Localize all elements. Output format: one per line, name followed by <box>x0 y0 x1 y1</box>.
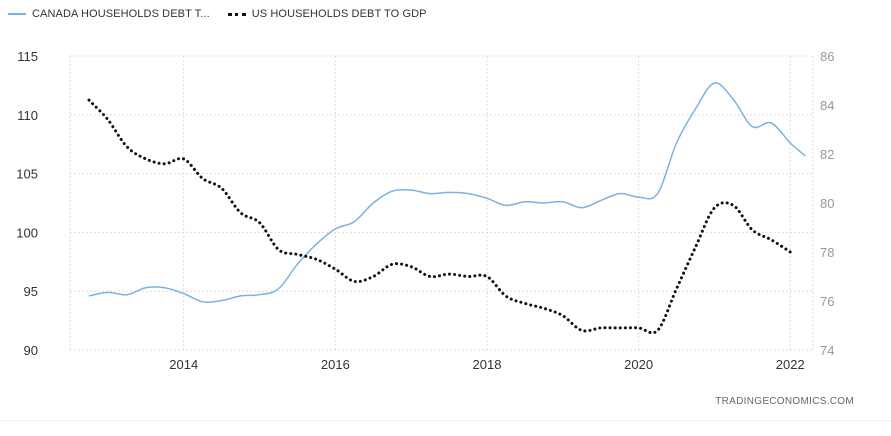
right-tick-label: 76 <box>820 294 834 309</box>
chart-legend: CANADA HOUSEHOLDS DEBT T... US HOUSEHOLD… <box>8 8 445 20</box>
legend-item-us[interactable]: US HOUSEHOLDS DEBT TO GDP <box>227 8 427 20</box>
x-tick-label: 2020 <box>624 357 653 372</box>
left-tick-label: 105 <box>16 167 38 182</box>
legend-swatch-us <box>227 12 246 16</box>
grid <box>69 55 814 351</box>
left-tick-label: 115 <box>17 49 38 64</box>
left-axis: 90 95 100 105 110 115 <box>16 49 38 358</box>
right-tick-label: 78 <box>820 245 834 260</box>
canada-series-line[interactable] <box>88 82 806 304</box>
right-tick-label: 82 <box>820 147 834 162</box>
left-tick-label: 100 <box>16 225 38 240</box>
right-tick-label: 74 <box>820 343 834 358</box>
x-tick-label: 2014 <box>169 357 198 372</box>
left-tick-label: 110 <box>17 108 38 123</box>
x-tick-label: 2018 <box>473 357 502 372</box>
right-axis: 74 76 78 80 82 84 86 <box>820 49 834 358</box>
us-series-line[interactable] <box>87 98 792 335</box>
right-tick-label: 86 <box>820 49 834 64</box>
bottom-divider <box>0 420 891 421</box>
right-tick-label: 84 <box>820 98 834 113</box>
watermark: TRADINGECONOMICS.COM <box>715 396 854 407</box>
x-tick-label: 2022 <box>776 357 805 372</box>
left-tick-label: 90 <box>24 343 38 358</box>
legend-swatch-canada <box>8 13 26 15</box>
x-tick-label: 2016 <box>321 357 350 372</box>
legend-label-canada: CANADA HOUSEHOLDS DEBT T... <box>32 8 210 20</box>
right-tick-label: 80 <box>820 196 834 211</box>
legend-label-us: US HOUSEHOLDS DEBT TO GDP <box>251 8 427 20</box>
x-axis: 2014 2016 2018 2020 2022 <box>169 357 804 372</box>
series-lines <box>87 82 806 335</box>
left-tick-label: 95 <box>24 284 38 299</box>
legend-item-canada[interactable]: CANADA HOUSEHOLDS DEBT T... <box>8 8 210 20</box>
